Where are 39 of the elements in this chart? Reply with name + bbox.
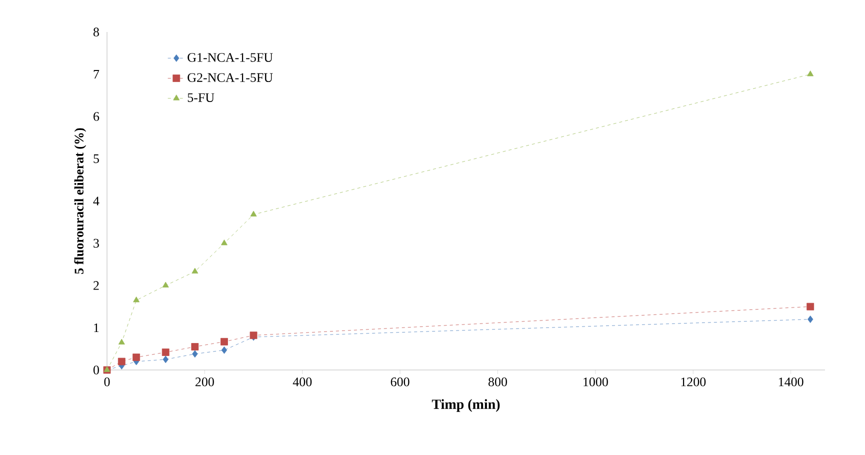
x-axis-title: Timp (min) xyxy=(432,399,500,412)
y-tick-label: 3 xyxy=(94,238,99,248)
legend-label: 5-FU xyxy=(188,93,214,102)
point xyxy=(132,354,140,362)
y-tick-label: 6 xyxy=(94,112,100,121)
x-tick-label: 800 xyxy=(488,378,508,386)
point xyxy=(192,350,198,358)
x-tick-label: 1000 xyxy=(584,378,608,386)
y-tick-label: 4 xyxy=(93,196,100,206)
y-tick-label: 1 xyxy=(94,323,99,332)
y-axis-title: 5 fluorouracil eliberat (%) xyxy=(74,128,86,274)
point xyxy=(221,346,228,354)
point xyxy=(220,338,228,346)
point xyxy=(162,282,169,288)
y-tick-label: 8 xyxy=(93,28,99,36)
point xyxy=(221,240,228,246)
y-tick-label: 7 xyxy=(94,70,100,79)
legend-label: G2-NCA-1-5FU xyxy=(188,73,273,82)
point xyxy=(118,358,126,366)
y-tick-label: 5 xyxy=(94,154,99,164)
x-tick-label: 1200 xyxy=(681,378,706,386)
x-tick-label: 200 xyxy=(196,378,214,386)
point xyxy=(191,343,199,350)
y-tick-label: 2 xyxy=(94,281,99,290)
x-tick-label: 1400 xyxy=(778,378,804,386)
y-tick-label: 0 xyxy=(93,366,99,374)
point xyxy=(250,210,257,216)
point xyxy=(133,296,140,302)
point xyxy=(192,268,198,274)
point xyxy=(807,70,814,76)
point xyxy=(162,348,170,356)
point xyxy=(806,302,814,310)
x-tick-label: 600 xyxy=(390,378,410,386)
x-tick-label: 0 xyxy=(104,378,110,386)
point xyxy=(118,338,125,344)
point xyxy=(808,316,814,323)
x-tick-label: 400 xyxy=(292,378,312,386)
point xyxy=(162,356,168,364)
legend-label: G1-NCA-1-5FU xyxy=(188,53,273,62)
